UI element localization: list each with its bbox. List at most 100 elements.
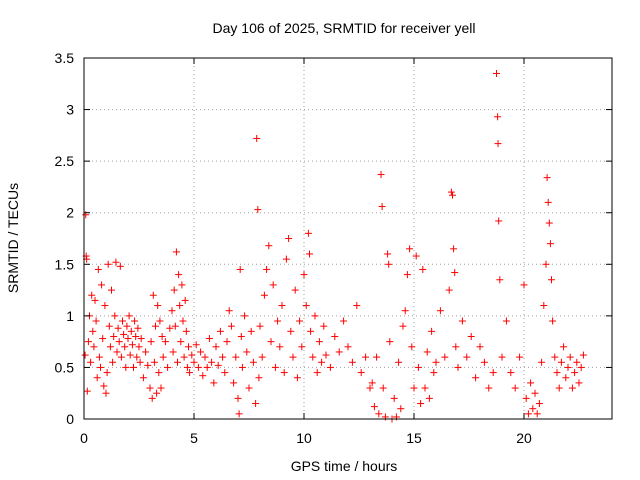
data-point — [131, 317, 139, 325]
x-tick-label: 15 — [406, 430, 422, 446]
data-point — [406, 245, 414, 253]
data-point — [147, 338, 155, 346]
data-point — [318, 358, 326, 366]
data-point — [260, 291, 268, 299]
data-point — [171, 322, 179, 330]
data-point — [315, 338, 323, 346]
data-point — [408, 343, 416, 351]
data-point — [533, 410, 541, 418]
data-point — [472, 374, 480, 382]
data-point — [546, 240, 554, 248]
grid — [84, 58, 612, 419]
data-point — [157, 384, 165, 392]
data-point — [110, 332, 118, 340]
data-point — [112, 258, 120, 266]
data-point — [412, 252, 420, 260]
data-point — [101, 302, 109, 310]
data-point — [174, 358, 181, 366]
data-point — [309, 353, 317, 361]
data-point — [186, 369, 194, 377]
data-point — [237, 332, 245, 340]
data-point — [311, 312, 319, 320]
data-point — [454, 363, 462, 371]
data-point — [542, 260, 550, 268]
data-point — [271, 363, 279, 371]
data-point — [306, 250, 313, 258]
data-point — [156, 317, 164, 325]
data-point — [494, 140, 502, 148]
data-point — [293, 374, 301, 382]
data-point — [106, 343, 114, 351]
axis-ticks: 0 5 10 15 20 0 0.5 1 1.5 2 2.5 3 3.5 — [55, 50, 612, 446]
data-point — [99, 335, 107, 343]
data-point — [493, 69, 500, 77]
data-point — [117, 353, 125, 361]
data-point — [428, 327, 436, 335]
data-point — [95, 353, 103, 361]
data-point — [100, 382, 108, 390]
data-point — [190, 358, 198, 366]
data-point — [320, 322, 328, 330]
data-point — [108, 286, 115, 294]
data-point — [265, 242, 273, 250]
data-point — [103, 369, 111, 377]
data-point — [91, 296, 99, 304]
data-point — [571, 369, 579, 377]
data-point — [192, 341, 200, 349]
y-tick-label: 0.5 — [55, 359, 75, 375]
data-point — [180, 353, 188, 361]
data-point — [368, 379, 376, 387]
data-point — [177, 338, 185, 346]
data-point — [203, 363, 211, 371]
data-point — [276, 343, 284, 351]
data-point — [401, 307, 409, 315]
data-point — [507, 369, 515, 377]
data-point — [511, 384, 519, 392]
data-point — [302, 302, 310, 310]
data-point — [104, 260, 112, 268]
data-point — [181, 296, 189, 304]
data-point — [417, 400, 425, 408]
data-point — [166, 324, 174, 332]
data-point — [258, 353, 266, 361]
data-point — [124, 335, 132, 343]
data-point — [253, 134, 261, 142]
data-point — [120, 330, 128, 338]
data-point — [89, 327, 97, 335]
data-point — [127, 327, 135, 335]
data-point — [98, 281, 106, 289]
data-point — [158, 332, 166, 340]
data-point — [150, 358, 158, 366]
data-point — [451, 269, 459, 277]
data-point — [148, 394, 156, 402]
data-point — [208, 358, 216, 366]
data-point — [225, 307, 233, 315]
data-point — [353, 302, 361, 310]
y-axis-label: SRMTID / TECUs — [5, 183, 21, 293]
x-tick-label: 10 — [296, 430, 312, 446]
data-point — [555, 384, 563, 392]
data-point — [182, 327, 190, 335]
data-point — [377, 171, 385, 179]
y-tick-label: 2 — [66, 205, 74, 221]
data-point — [267, 338, 275, 346]
data-point — [579, 351, 587, 359]
data-point — [463, 353, 471, 361]
data-point — [223, 338, 231, 346]
data-point — [179, 317, 187, 325]
data-point — [238, 363, 246, 371]
data-point — [307, 327, 315, 335]
data-point — [139, 374, 147, 382]
data-points — [81, 69, 587, 423]
data-point — [159, 353, 167, 361]
data-point — [300, 271, 308, 279]
data-point — [214, 361, 222, 369]
data-point — [113, 348, 121, 356]
data-point — [480, 358, 488, 366]
data-point — [152, 322, 159, 330]
data-point — [467, 332, 475, 340]
data-point — [252, 400, 260, 408]
data-point — [575, 379, 583, 387]
data-point — [568, 384, 576, 392]
data-point — [221, 369, 229, 377]
